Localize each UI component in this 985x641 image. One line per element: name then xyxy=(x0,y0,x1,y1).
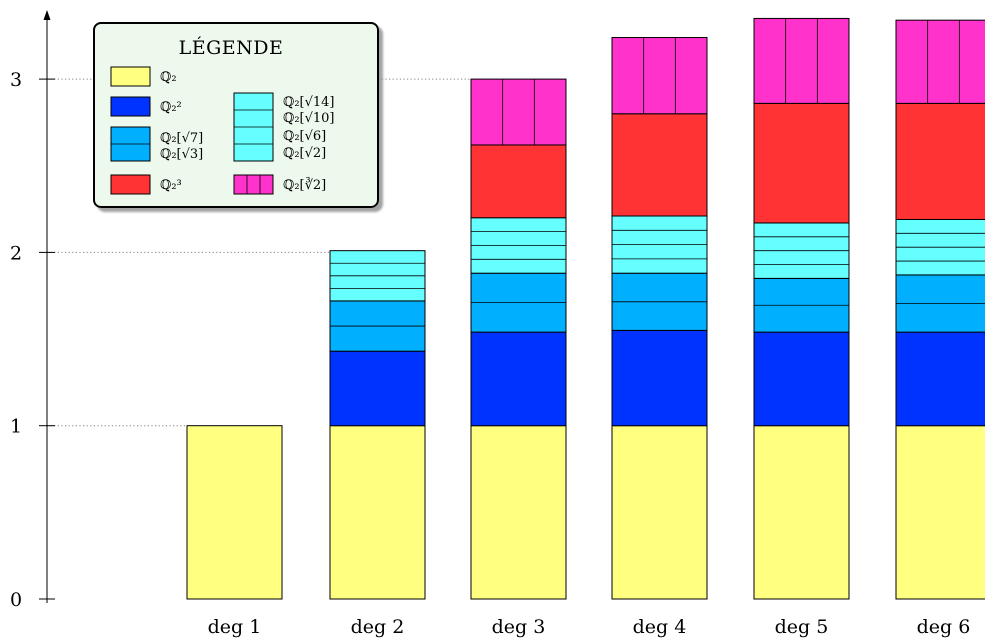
x-tick-label: deg 3 xyxy=(492,616,546,638)
y-tick-label: 3 xyxy=(10,69,22,91)
y-tick-label: 1 xyxy=(10,416,22,438)
legend-swatch-cbrt2 xyxy=(234,175,273,194)
bar-segment-q8 xyxy=(612,114,707,216)
bar-segment-cbrt2 xyxy=(896,20,985,103)
bar-segment-q4 xyxy=(330,351,425,426)
x-tick-label: deg 5 xyxy=(775,616,829,638)
x-tick-label: deg 6 xyxy=(917,616,971,638)
bar-segment-q8 xyxy=(754,103,849,223)
bar-segment-q2 xyxy=(187,426,282,599)
legend-title: LÉGENDE xyxy=(179,36,284,59)
legend-swatch-q4 xyxy=(111,97,150,116)
legend-swatch-q2 xyxy=(111,67,150,86)
bar-segment-cbrt2 xyxy=(471,79,566,145)
x-tick-label: deg 1 xyxy=(208,616,262,638)
legend-swatch-q8 xyxy=(111,175,150,194)
y-tick-label: 0 xyxy=(10,589,22,611)
x-tick-label: deg 4 xyxy=(633,616,687,638)
legend-label: ℚ₂[√7] xyxy=(160,131,203,146)
bar-segment-cbrt2 xyxy=(612,38,707,114)
legend-label: ℚ₂³ xyxy=(160,178,182,193)
bar-segment-q4 xyxy=(754,332,849,426)
legend-label: ℚ₂[√2] xyxy=(283,146,326,161)
legend-label: ℚ₂ xyxy=(160,70,177,85)
y-tick-label: 2 xyxy=(10,242,22,264)
bar-segment-q4 xyxy=(612,330,707,425)
y-axis-arrow xyxy=(44,10,51,20)
bar-segment-q8 xyxy=(471,145,566,218)
bar-segment-q2 xyxy=(612,426,707,599)
bar-segment-q2 xyxy=(754,426,849,599)
bar-segment-q2 xyxy=(896,426,985,599)
legend-label: ℚ₂² xyxy=(160,100,182,115)
bar-segment-cbrt2 xyxy=(754,18,849,103)
bar-segment-q2 xyxy=(471,426,566,599)
x-tick-label: deg 2 xyxy=(351,616,405,638)
legend-label: ℚ₂[√10] xyxy=(283,111,335,126)
bar-segment-q4 xyxy=(896,332,985,426)
bar-segment-q4 xyxy=(471,332,566,426)
bar-segment-q8 xyxy=(896,103,985,219)
legend-label: ℚ₂[∛2] xyxy=(283,177,326,193)
legend-label: ℚ₂[√3] xyxy=(160,147,203,162)
legend-label: ℚ₂[√6] xyxy=(283,129,326,144)
legend-label: ℚ₂[√14] xyxy=(283,95,335,110)
bar-segment-q2 xyxy=(330,426,425,599)
